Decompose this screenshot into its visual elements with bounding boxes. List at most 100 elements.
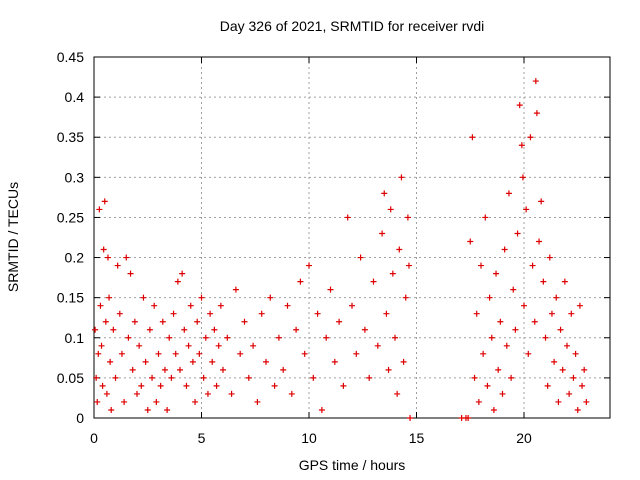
data-point bbox=[149, 374, 156, 381]
data-point bbox=[112, 374, 119, 381]
data-point bbox=[340, 382, 347, 389]
data-point bbox=[123, 254, 130, 261]
data-point bbox=[523, 206, 530, 213]
data-point bbox=[521, 302, 527, 309]
data-point bbox=[172, 350, 179, 357]
data-point bbox=[161, 366, 168, 373]
data-point bbox=[383, 310, 390, 317]
data-point bbox=[96, 206, 103, 213]
data-point bbox=[512, 326, 519, 333]
data-point bbox=[185, 342, 192, 349]
x-axis-label: GPS time / hours bbox=[299, 457, 406, 473]
data-point bbox=[136, 342, 143, 349]
data-point bbox=[204, 390, 211, 397]
data-point bbox=[103, 390, 110, 397]
data-point bbox=[159, 318, 166, 325]
data-point bbox=[241, 318, 248, 325]
data-point bbox=[499, 390, 506, 397]
y-tick-label: 0.35 bbox=[57, 129, 84, 145]
data-point bbox=[209, 358, 216, 365]
y-tick-label: 0.2 bbox=[65, 250, 85, 266]
y-tick-label: 0.1 bbox=[65, 330, 85, 346]
data-point bbox=[400, 358, 407, 365]
data-point bbox=[102, 318, 109, 325]
data-point bbox=[100, 246, 107, 253]
data-point bbox=[374, 342, 381, 349]
data-point bbox=[106, 294, 113, 301]
data-point bbox=[293, 326, 300, 333]
data-point bbox=[284, 302, 291, 309]
y-axis-label: SRMTID / TECUs bbox=[5, 182, 21, 292]
data-point bbox=[164, 406, 171, 413]
data-point bbox=[392, 334, 398, 341]
data-point bbox=[121, 398, 128, 405]
data-point bbox=[131, 318, 138, 325]
data-point bbox=[553, 294, 560, 301]
data-point bbox=[271, 382, 278, 389]
data-point bbox=[157, 382, 164, 389]
data-point bbox=[559, 366, 566, 373]
data-point bbox=[542, 334, 549, 341]
data-point bbox=[215, 342, 222, 349]
data-point bbox=[366, 374, 373, 381]
data-point bbox=[318, 406, 325, 413]
data-point bbox=[151, 302, 158, 309]
data-point bbox=[572, 350, 579, 357]
data-point bbox=[237, 350, 244, 357]
data-point bbox=[94, 398, 101, 405]
data-point bbox=[134, 390, 140, 397]
data-point bbox=[170, 310, 177, 317]
data-point bbox=[551, 358, 558, 365]
data-point bbox=[361, 326, 368, 333]
data-point bbox=[478, 262, 484, 269]
data-point bbox=[398, 174, 405, 181]
data-point bbox=[501, 246, 508, 253]
data-point bbox=[540, 278, 547, 285]
data-point bbox=[168, 374, 175, 381]
data-point bbox=[473, 310, 480, 317]
data-point bbox=[323, 334, 330, 341]
data-point bbox=[140, 294, 147, 301]
data-point bbox=[574, 406, 581, 413]
data-point bbox=[177, 366, 183, 373]
data-point bbox=[146, 326, 153, 333]
x-axis: 0 5 10 15 20 bbox=[90, 57, 532, 446]
data-point bbox=[518, 142, 525, 149]
data-point bbox=[490, 406, 497, 413]
data-point bbox=[519, 174, 526, 181]
data-point bbox=[327, 286, 334, 293]
data-point bbox=[576, 302, 583, 309]
data-point bbox=[114, 262, 121, 269]
data-point bbox=[349, 302, 355, 309]
grid-lines bbox=[94, 57, 610, 418]
data-point bbox=[183, 382, 190, 389]
data-point bbox=[469, 134, 476, 141]
data-point bbox=[566, 390, 573, 397]
data-point bbox=[357, 254, 364, 261]
data-point bbox=[555, 398, 562, 405]
data-points bbox=[92, 78, 590, 421]
data-point bbox=[583, 398, 590, 405]
data-point bbox=[557, 326, 564, 333]
data-point bbox=[510, 286, 517, 293]
data-point bbox=[516, 102, 523, 109]
data-point bbox=[396, 246, 403, 253]
data-point bbox=[200, 374, 207, 381]
y-tick-label: 0.05 bbox=[57, 370, 84, 386]
data-point bbox=[381, 190, 388, 197]
data-point bbox=[503, 342, 510, 349]
data-point bbox=[166, 334, 173, 341]
data-point bbox=[155, 350, 162, 357]
data-point bbox=[344, 214, 351, 221]
x-tick-label: 0 bbox=[90, 430, 98, 446]
plot-frame bbox=[93, 56, 611, 419]
data-point bbox=[488, 334, 495, 341]
data-point bbox=[465, 415, 472, 421]
data-point bbox=[497, 318, 504, 325]
data-point bbox=[564, 342, 570, 349]
data-point bbox=[310, 374, 317, 381]
data-point bbox=[224, 334, 231, 341]
data-point bbox=[211, 326, 218, 333]
data-point bbox=[544, 382, 551, 389]
